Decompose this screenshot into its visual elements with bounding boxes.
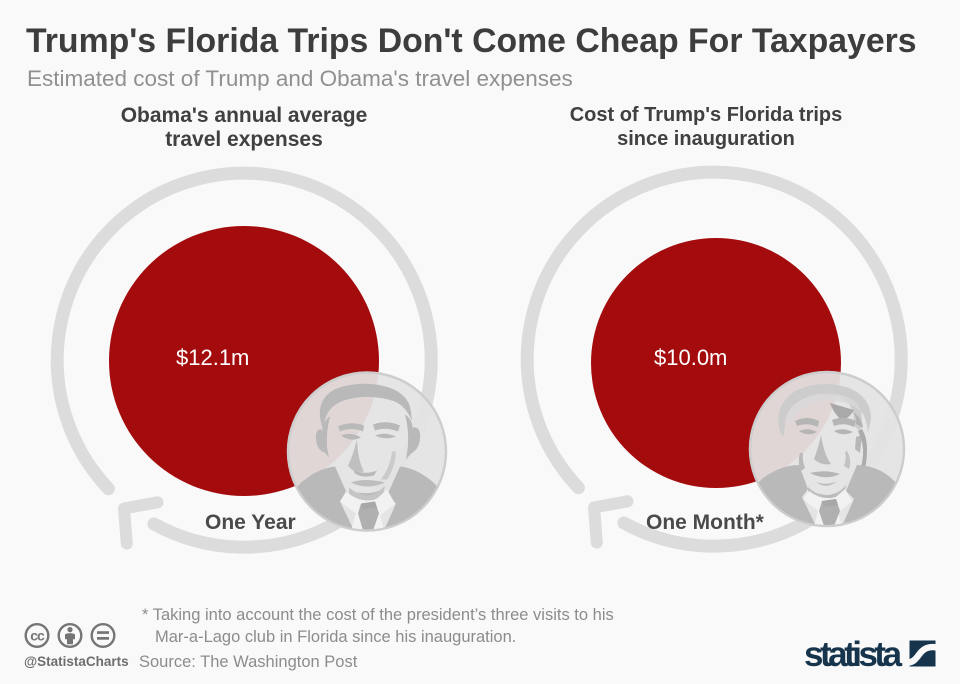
svg-text:cc: cc <box>30 628 45 644</box>
